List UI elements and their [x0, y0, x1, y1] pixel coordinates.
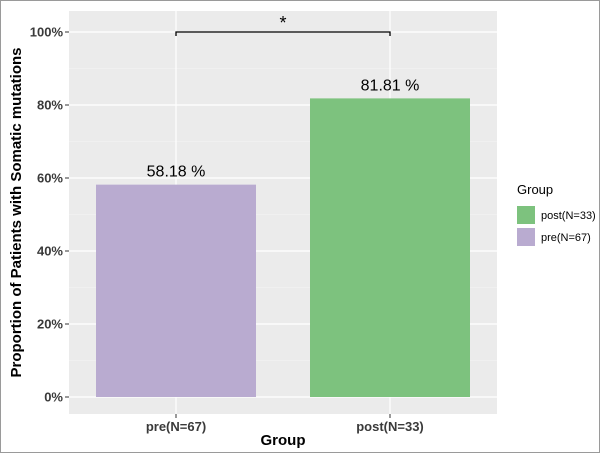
y-tick-label: 80% — [37, 98, 63, 113]
x-tick-label: pre(N=67) — [146, 419, 206, 434]
data-label: 81.81 % — [361, 77, 420, 94]
legend-title: Group — [517, 182, 553, 197]
legend-swatch — [517, 228, 535, 246]
y-tick-label: 40% — [37, 244, 63, 259]
legend-swatch — [517, 206, 535, 224]
y-tick-label: 60% — [37, 171, 63, 186]
x-axis-title: Group — [261, 432, 306, 449]
legend-label: post(N=33) — [541, 210, 596, 222]
y-tick-label: 0% — [44, 390, 63, 405]
y-tick-label: 100% — [30, 25, 64, 40]
significance-bracket — [175, 31, 391, 36]
bar-post — [310, 98, 470, 398]
y-tick-label: 20% — [37, 317, 63, 332]
data-label: 58.18 % — [147, 164, 206, 181]
x-tick-label: post(N=33) — [356, 419, 424, 434]
bar-pre — [96, 184, 256, 397]
legend-label: pre(N=67) — [541, 232, 591, 244]
y-axis-title: Proportion of Patients with Somatic muta… — [8, 47, 25, 377]
significance-marker: * — [279, 13, 286, 33]
